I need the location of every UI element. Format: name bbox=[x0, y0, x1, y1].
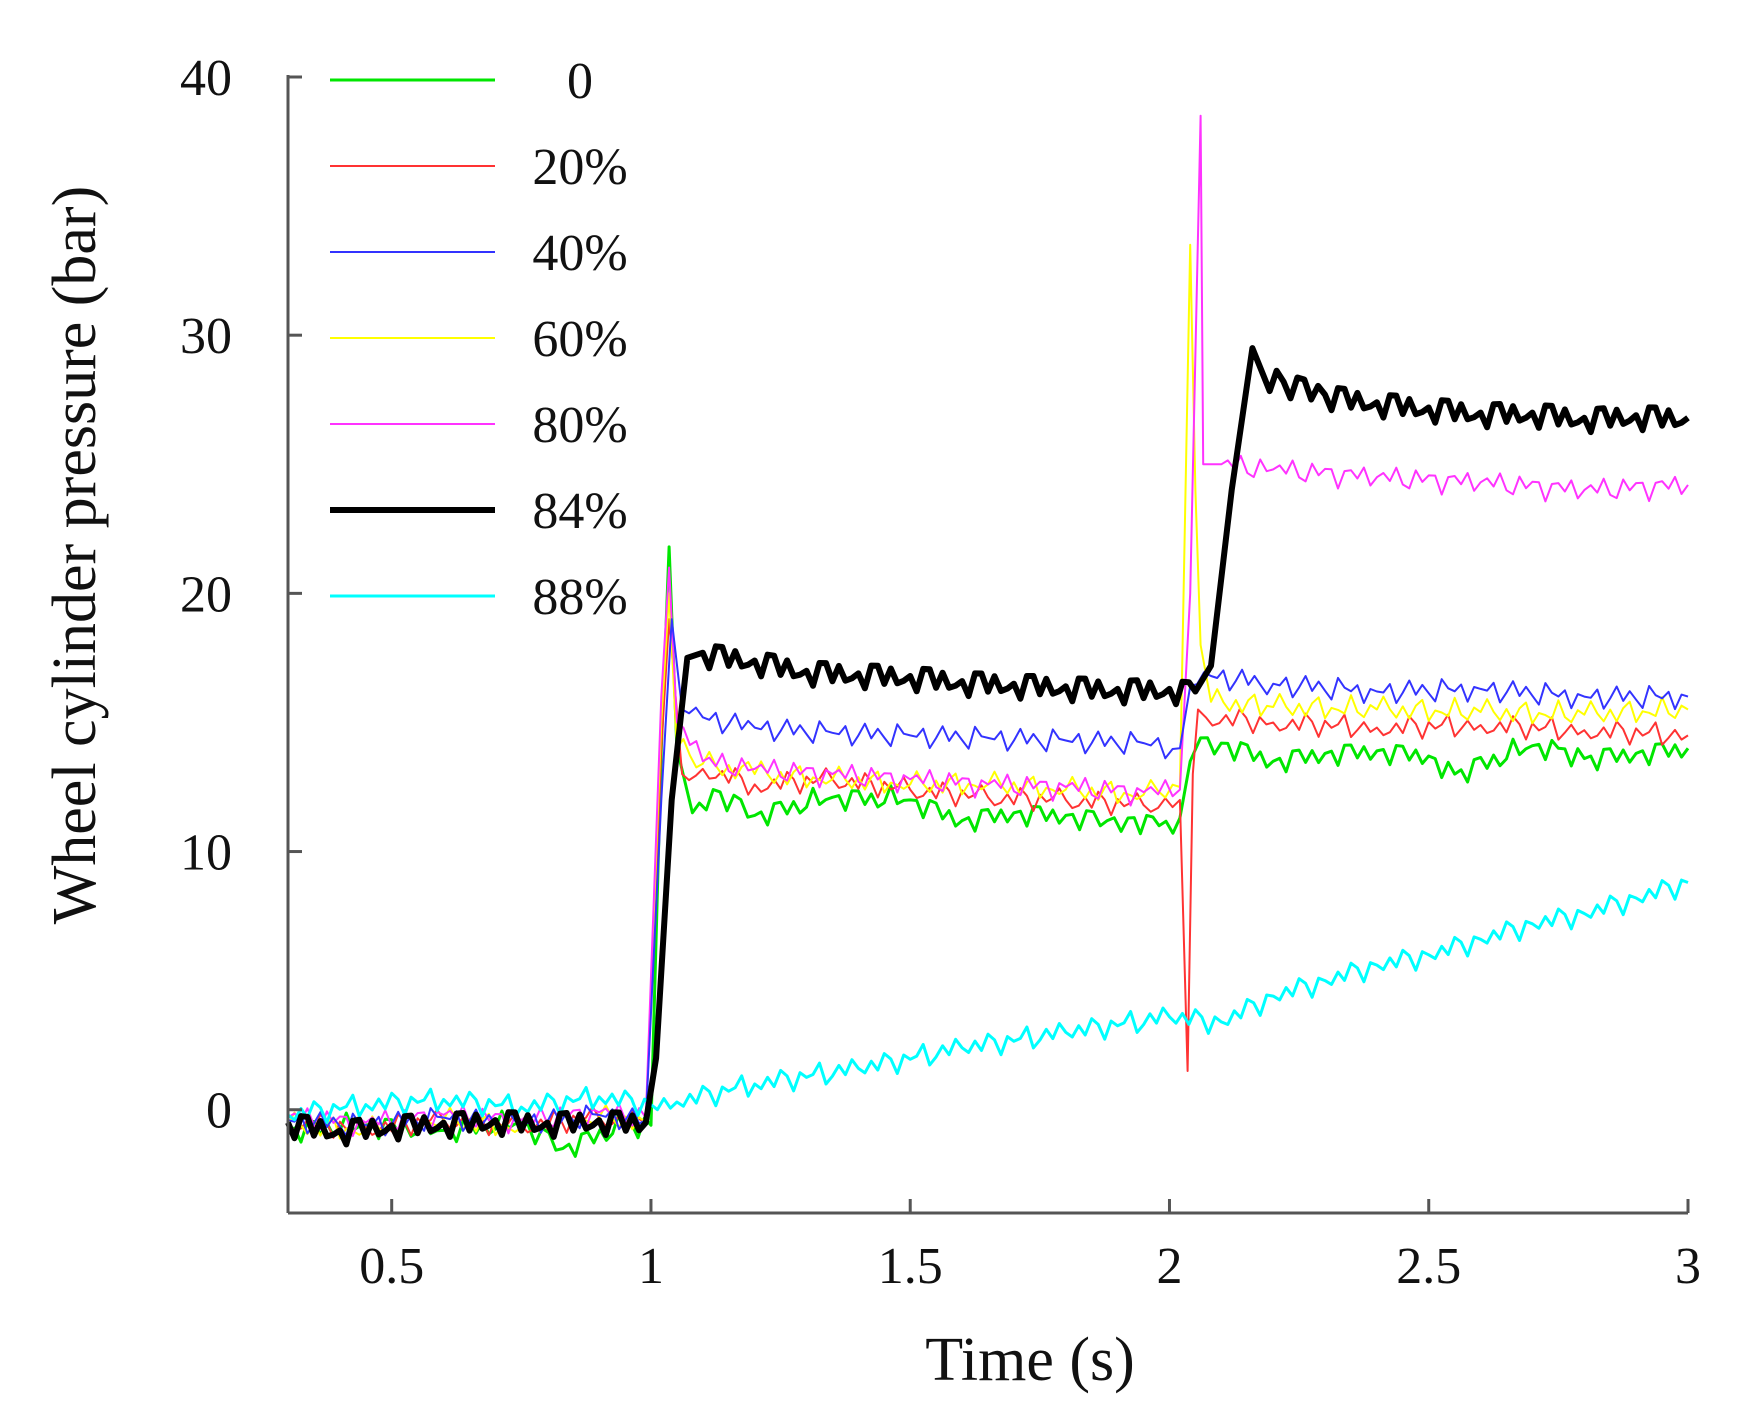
x-tick-label: 0.5 bbox=[359, 1238, 424, 1295]
y-tick-label: 30 bbox=[180, 308, 232, 365]
y-tick-label: 0 bbox=[206, 1083, 232, 1140]
x-tick-label: 1 bbox=[638, 1238, 664, 1295]
plot-lines bbox=[285, 114, 1690, 1158]
legend-label: 60% bbox=[532, 311, 627, 368]
x-tick-label: 2 bbox=[1156, 1238, 1182, 1295]
series-line-6 bbox=[285, 345, 1690, 1148]
legend-item: 20% bbox=[330, 139, 628, 196]
legend: 0 20% 40% 60% 80% 84% 88% bbox=[330, 53, 628, 626]
y-tick-label: 10 bbox=[180, 825, 232, 882]
legend-item: 88% bbox=[330, 569, 628, 626]
legend-item: 84% bbox=[330, 483, 628, 540]
legend-label: 0 bbox=[567, 53, 593, 110]
x-tick-label: 2.5 bbox=[1396, 1238, 1461, 1295]
x-axis-title: Time (s) bbox=[925, 1326, 1135, 1394]
legend-item: 0 bbox=[330, 53, 593, 110]
legend-label: 84% bbox=[532, 483, 627, 540]
legend-item: 40% bbox=[330, 225, 628, 282]
series-line-7 bbox=[287, 878, 1689, 1124]
legend-item: 80% bbox=[330, 397, 628, 454]
legend-label: 80% bbox=[532, 397, 627, 454]
x-tick-label: 1.5 bbox=[878, 1238, 943, 1295]
legend-label: 20% bbox=[532, 139, 627, 196]
y-tick-label: 40 bbox=[180, 50, 232, 107]
legend-label: 88% bbox=[532, 569, 627, 626]
y-axis-ticks: 0 10 20 30 40 bbox=[180, 50, 302, 1140]
axes bbox=[286, 75, 1688, 1215]
x-tick-label: 3 bbox=[1675, 1238, 1701, 1295]
y-axis-title: Wheel cylinder pressure (bar) bbox=[41, 186, 109, 924]
legend-label: 40% bbox=[532, 225, 627, 282]
legend-item: 60% bbox=[330, 311, 628, 368]
y-tick-label: 20 bbox=[180, 566, 232, 623]
x-axis-ticks: 0.5 1 1.5 2 2.5 3 bbox=[359, 1199, 1701, 1295]
